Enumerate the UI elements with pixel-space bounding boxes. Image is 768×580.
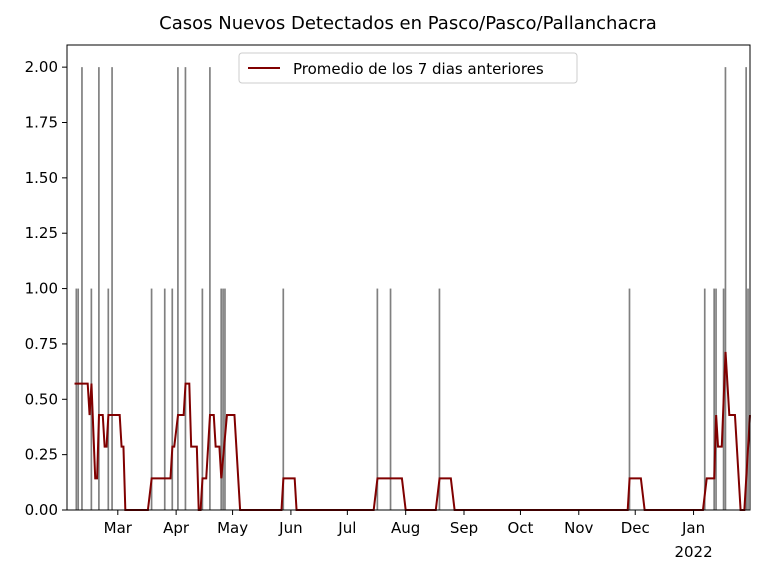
legend: Promedio de los 7 dias anteriores <box>238 52 578 84</box>
bar <box>75 288 78 510</box>
chart-title: Casos Nuevos Detectados en Pasco/Pasco/P… <box>159 13 657 34</box>
y-tick-label: 1.00 <box>25 280 58 298</box>
bar <box>163 288 166 510</box>
bar <box>389 288 392 510</box>
bar <box>713 288 716 510</box>
bar <box>184 67 187 511</box>
x-tick-label: Apr <box>163 519 190 537</box>
y-tick-label: 0.50 <box>25 390 58 408</box>
bar <box>220 288 223 510</box>
y-tick-label: 0.00 <box>25 501 58 519</box>
y-tick-label: 0.25 <box>25 446 58 464</box>
x-tick-label: Jun <box>278 519 302 537</box>
legend-box <box>238 52 578 84</box>
bar <box>747 288 749 510</box>
x-tick-label: Aug <box>391 519 420 537</box>
bar <box>224 288 226 510</box>
bar <box>745 67 747 511</box>
y-tick-label: 1.25 <box>25 224 58 242</box>
line <box>74 351 751 511</box>
x-tick-label: Mar <box>104 519 133 537</box>
bar <box>715 288 717 510</box>
y-tick-label: 1.50 <box>25 169 58 187</box>
bar <box>222 288 224 510</box>
x-tick-label: Oct <box>507 519 533 537</box>
bar <box>171 288 174 510</box>
bar <box>150 288 153 510</box>
bar <box>81 67 83 511</box>
bar <box>724 67 727 511</box>
plot-frame <box>66 44 751 511</box>
bar <box>201 288 204 510</box>
y-tick-label: 1.75 <box>25 114 58 132</box>
bar <box>282 288 285 510</box>
x-tick-label: Dec <box>621 519 650 537</box>
legend-label: Promedio de los 7 dias anteriores <box>293 60 544 78</box>
bar <box>209 67 211 511</box>
x-year-label: 2022 <box>674 543 712 561</box>
bar <box>111 67 113 511</box>
bar <box>438 288 441 510</box>
bar <box>77 288 80 510</box>
x-tick-label: May <box>217 519 248 537</box>
y-tick-label: 2.00 <box>25 58 58 76</box>
x-tick-label: Sep <box>450 519 478 537</box>
bar <box>703 288 706 510</box>
x-tick-label: Nov <box>564 519 593 537</box>
bar <box>177 67 179 511</box>
x-tick-label: Jan <box>681 519 705 537</box>
bar <box>376 288 379 510</box>
bar <box>628 288 631 510</box>
bar <box>98 67 100 511</box>
y-tick-label: 0.75 <box>25 335 58 353</box>
bar <box>107 288 110 510</box>
x-tick-label: Jul <box>337 519 356 537</box>
